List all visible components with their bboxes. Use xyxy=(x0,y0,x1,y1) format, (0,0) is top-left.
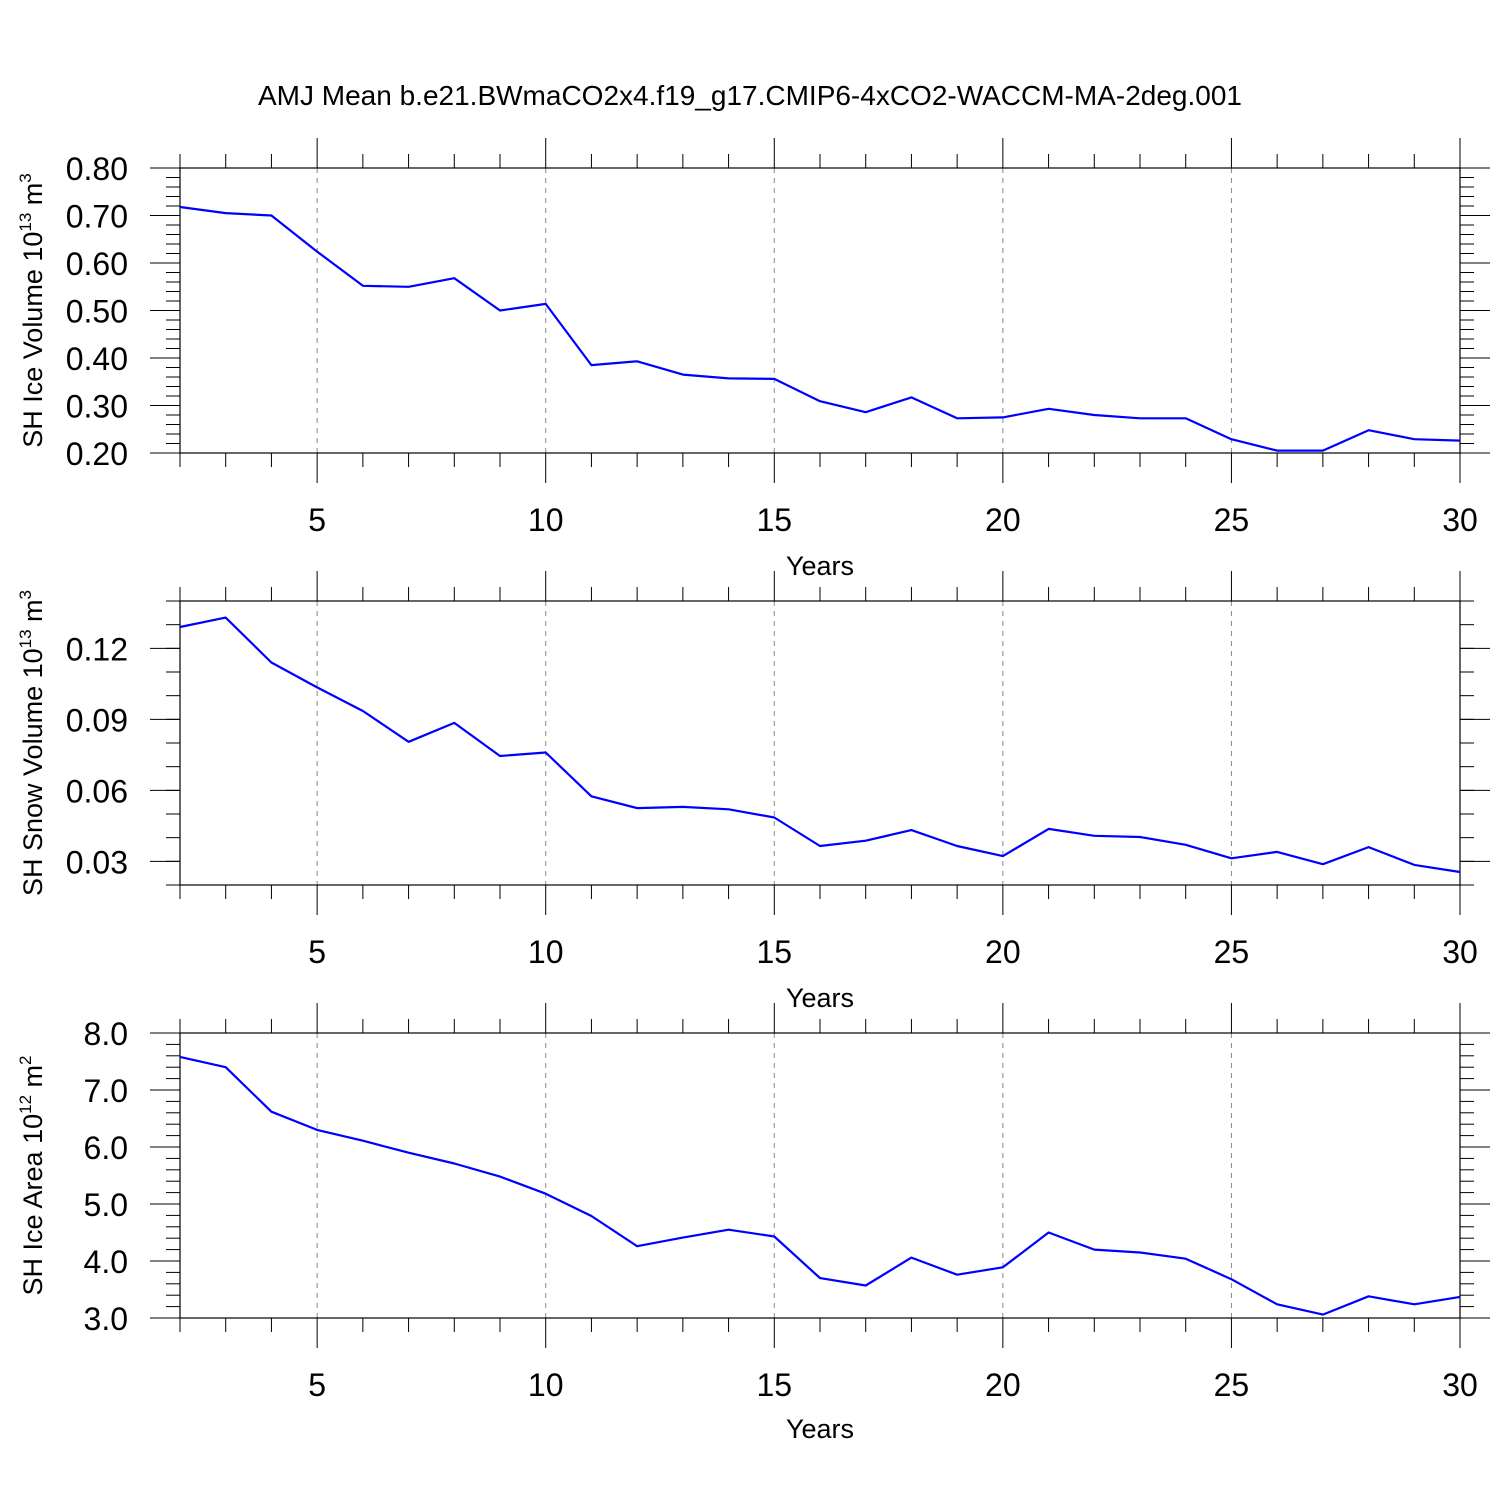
plot-frame xyxy=(179,1032,1461,1319)
y-axis-label: SH Snow Volume 1013 m3 xyxy=(16,590,48,896)
x-tick-label: 10 xyxy=(528,502,564,538)
x-tick-label: 20 xyxy=(985,502,1021,538)
y-tick-label: 0.80 xyxy=(66,151,128,187)
x-tick-label: 15 xyxy=(756,1367,792,1403)
x-tick-label: 5 xyxy=(308,502,326,538)
x-tick-label: 5 xyxy=(308,934,326,970)
x-tick-label: 25 xyxy=(1214,934,1250,970)
y-tick-label: 0.12 xyxy=(66,631,128,667)
y-tick-label: 3.0 xyxy=(84,1301,128,1337)
x-tick-label: 30 xyxy=(1442,502,1478,538)
x-axis-label: Years xyxy=(786,983,854,1013)
y-tick-label: 0.30 xyxy=(66,389,128,425)
x-tick-label: 25 xyxy=(1214,1367,1250,1403)
y-axis-label: SH Ice Area 1012 m2 xyxy=(16,1056,48,1296)
x-tick-label: 5 xyxy=(308,1367,326,1403)
series-line xyxy=(179,205,1461,452)
y-tick-label: 6.0 xyxy=(84,1130,128,1166)
x-tick-label: 10 xyxy=(528,1367,564,1403)
series-line xyxy=(179,616,1461,874)
y-tick-label: 0.70 xyxy=(66,199,128,235)
y-tick-label: 0.40 xyxy=(66,341,128,377)
y-tick-label: 0.03 xyxy=(66,844,128,880)
x-tick-label: 15 xyxy=(756,502,792,538)
y-tick-label: 4.0 xyxy=(84,1244,128,1280)
x-tick-label: 20 xyxy=(985,934,1021,970)
plot-frame xyxy=(179,167,1461,454)
y-tick-label: 5.0 xyxy=(84,1187,128,1223)
y-tick-label: 8.0 xyxy=(84,1016,128,1052)
plot-frame xyxy=(179,600,1461,886)
x-axis-label: Years xyxy=(786,551,854,581)
y-tick-label: 0.06 xyxy=(66,773,128,809)
x-tick-label: 30 xyxy=(1442,1367,1478,1403)
y-tick-label: 7.0 xyxy=(84,1073,128,1109)
chart-title: AMJ Mean b.e21.BWmaCO2x4.f19_g17.CMIP6-4… xyxy=(258,80,1242,111)
x-tick-label: 20 xyxy=(985,1367,1021,1403)
y-tick-label: 0.60 xyxy=(66,246,128,282)
x-tick-label: 30 xyxy=(1442,934,1478,970)
x-axis-label: Years xyxy=(786,1414,854,1444)
y-tick-label: 0.09 xyxy=(66,702,128,738)
panel-2: 0.03 0.06 0.09 0.12 5 10 15 20 25 30 Years SH Snow … xyxy=(16,571,1490,1013)
y-axis-label: SH Ice Volume 1013 m3 xyxy=(16,173,48,448)
y-tick-label: 0.20 xyxy=(66,436,128,472)
x-tick-label: 10 xyxy=(528,934,564,970)
panel-3: 3.0 4.0 5.0 6.0 7.0 8.0 5 10 15 20 25 30 Years SH Ice… xyxy=(16,1003,1490,1444)
panel-1: 0.20 0.30 0.40 0.50 0.60 0.70 0.80 5 10 15 20 25 30 Y… xyxy=(16,138,1490,581)
x-tick-label: 15 xyxy=(756,934,792,970)
x-tick-label: 25 xyxy=(1214,502,1250,538)
y-tick-label: 0.50 xyxy=(66,294,128,330)
series-line xyxy=(179,1055,1461,1316)
